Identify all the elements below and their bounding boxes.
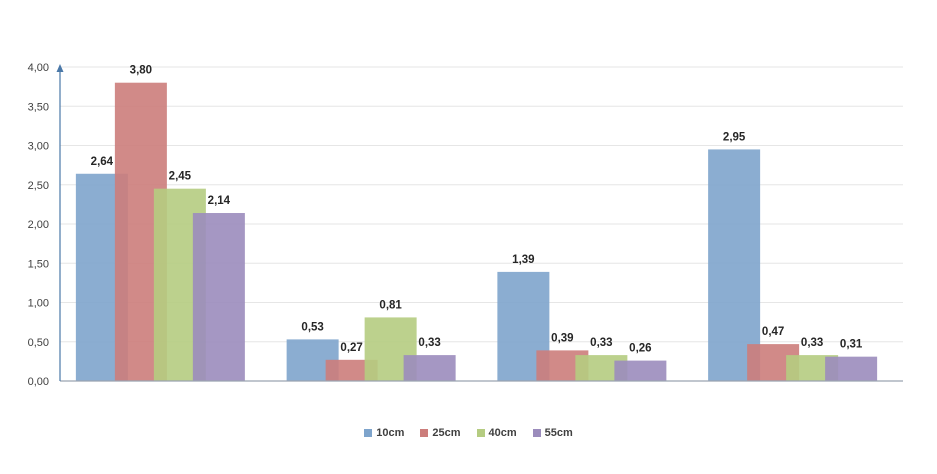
- legend-label: 25cm: [432, 427, 461, 439]
- data-label: 2,95: [723, 131, 746, 143]
- legend-swatch: [420, 429, 429, 437]
- data-label: 0,26: [629, 343, 651, 355]
- bar-55cm: [825, 356, 878, 381]
- bars: [75, 82, 878, 381]
- y-axis-tick-labels: 0,00 0,50 1,00 1,50 2,00 2,50 3,00 3,50 4,00: [28, 62, 49, 388]
- data-label: 0,81: [379, 299, 402, 311]
- data-labels: 2,64 3,80 2,45 2,14 0,53 0,27 0,81 0,33 1,39 0,39…: [91, 65, 863, 355]
- bar-55cm: [614, 360, 667, 381]
- axes: [56, 64, 903, 382]
- data-label: 2,45: [169, 171, 192, 183]
- legend-label: 10cm: [376, 427, 405, 439]
- data-label: 0,33: [418, 337, 440, 349]
- y-tick-label: 4,00: [28, 62, 49, 74]
- y-tick-label: 1,00: [28, 298, 49, 310]
- data-label: 0,47: [762, 326, 784, 338]
- bar-10cm: [708, 149, 761, 381]
- y-tick-label: 2,50: [28, 180, 49, 192]
- legend-item: 10cm: [364, 427, 404, 439]
- legend-swatch: [476, 429, 485, 437]
- data-label: 0,39: [551, 332, 573, 344]
- y-axis-arrow-icon: [56, 64, 64, 72]
- legend-label: 55cm: [544, 427, 573, 439]
- data-label: 0,33: [590, 337, 612, 349]
- y-tick-label: 1,50: [28, 258, 49, 270]
- legend-item: 55cm: [532, 427, 573, 439]
- data-label: 0,53: [301, 321, 323, 333]
- data-label: 0,27: [340, 342, 362, 354]
- legend-item: 40cm: [476, 427, 517, 439]
- legend-item: 25cm: [420, 427, 461, 439]
- legend: 10cm 25cm 40cm 55cm: [0, 427, 937, 439]
- y-tick-label: 3,50: [28, 101, 49, 113]
- data-label: 1,39: [512, 254, 534, 266]
- bar-55cm: [192, 213, 245, 381]
- data-label: 3,80: [130, 65, 152, 77]
- y-tick-label: 0,00: [28, 376, 49, 388]
- y-tick-label: 2,00: [28, 219, 49, 231]
- data-label: 2,64: [91, 156, 114, 168]
- legend-label: 40cm: [488, 427, 517, 439]
- bar-55cm: [403, 355, 456, 381]
- y-tick-label: 0,50: [28, 337, 49, 349]
- data-label: 2,14: [208, 195, 231, 207]
- data-label: 0,31: [840, 339, 863, 351]
- data-label: 0,33: [801, 337, 823, 349]
- y-tick-label: 3,00: [28, 141, 49, 153]
- legend-swatch: [364, 429, 373, 437]
- legend-swatch: [532, 429, 541, 437]
